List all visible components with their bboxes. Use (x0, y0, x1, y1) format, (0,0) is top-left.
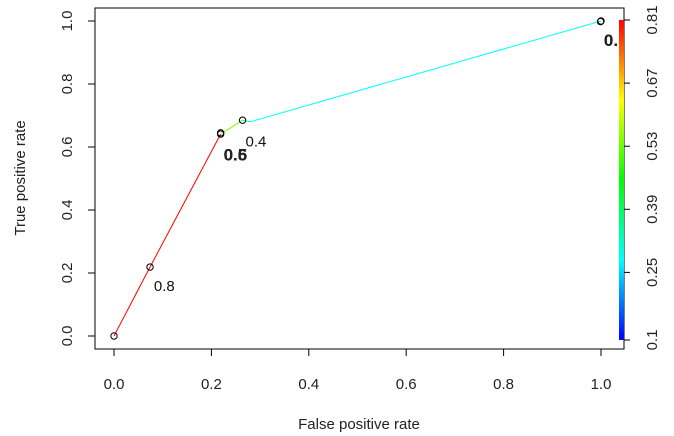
point-marker (238, 116, 247, 124)
y-tick-label: 0.4 (59, 200, 76, 221)
y-tick-label: 0.0 (59, 326, 76, 347)
cutoff-label: 0. (604, 31, 618, 50)
roc-segment (149, 133, 222, 268)
y-tick-label: 0.8 (59, 74, 76, 95)
roc-segment (113, 266, 151, 337)
colorbar-tick-label: 0.39 (644, 195, 661, 224)
point-marker (597, 17, 605, 25)
point-marker (146, 263, 154, 271)
plot-frame (94, 7, 625, 350)
y-tick-label: 0.6 (59, 137, 76, 158)
x-tick-label: 0.8 (493, 376, 514, 393)
point-marker (216, 129, 225, 137)
colorbar: 0.1 0.25 0.39 0.53 0.67 0.81 (619, 5, 661, 350)
x-tick-label: 0.0 (104, 376, 125, 393)
y-tick-label: 0.2 (59, 263, 76, 284)
x-tick-label: 0.6 (396, 376, 417, 393)
x-tick-label: 0.4 (298, 376, 319, 393)
roc-segment (242, 119, 251, 123)
cutoff-label: 0.5 (224, 146, 248, 165)
x-axis: 0.0 0.2 0.4 0.6 0.8 1.0 (104, 348, 612, 393)
cutoff-labels: 0.80.50.60.40.0. (154, 31, 618, 295)
colorbar-tick-label: 0.53 (644, 132, 661, 161)
roc-segment (220, 119, 243, 135)
colorbar-tick-label: 0.25 (644, 258, 661, 287)
colorbar-tick-label: 0.67 (644, 68, 661, 97)
x-axis-label: False positive rate (298, 416, 420, 433)
y-axis-label: True positive rate (12, 120, 29, 235)
colorbar-tick-label: 0.81 (644, 5, 661, 34)
colorbar-strip (619, 20, 624, 340)
y-axis: 0.0 0.2 0.4 0.6 0.8 1.0 (59, 11, 96, 347)
x-tick-label: 1.0 (591, 376, 612, 393)
cutoff-label: 0.6 (224, 146, 248, 165)
roc-segment (250, 20, 602, 123)
roc-curve (113, 20, 602, 337)
point-marker (110, 332, 118, 340)
cutoff-label: 0.4 (245, 133, 266, 150)
x-tick-label: 0.2 (201, 376, 222, 393)
cutoff-label: 0. (604, 31, 618, 50)
point-markers (110, 17, 605, 340)
colorbar-tick-label: 0.1 (644, 330, 661, 351)
y-tick-label: 1.0 (59, 11, 76, 32)
cutoff-label: 0.8 (154, 278, 175, 295)
